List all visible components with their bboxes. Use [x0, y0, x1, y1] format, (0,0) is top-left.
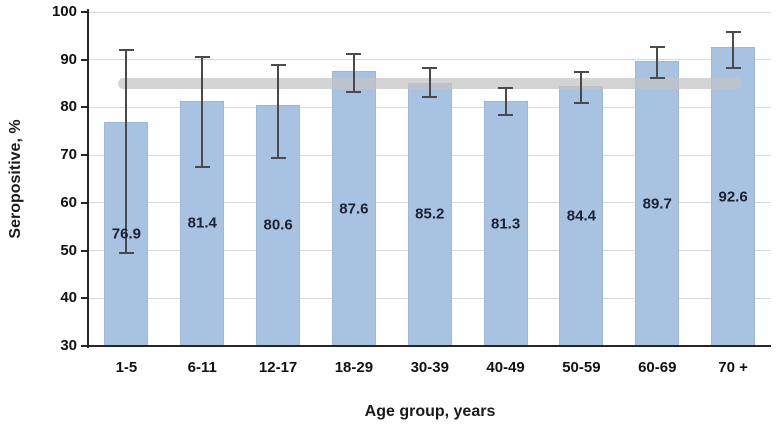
bar-value-label: 85.2 — [415, 205, 445, 223]
y-axis-title: Seropositive, % — [7, 119, 24, 239]
x-tick-label: 6-11 — [187, 359, 217, 376]
error-bar-line — [352, 53, 355, 93]
y-tick-label: 90 — [60, 50, 77, 68]
error-bar-line — [125, 50, 128, 253]
x-tick-label: 1-5 — [115, 359, 138, 376]
bar — [407, 82, 452, 346]
y-tick — [81, 201, 88, 204]
error-bar-cap-bottom — [118, 251, 134, 254]
y-tick-label: 40 — [60, 289, 77, 307]
y-tick-label: 100 — [51, 3, 77, 20]
bar — [483, 101, 528, 346]
bar-value-label: 81.3 — [490, 215, 521, 233]
error-bar-cap-bottom — [725, 67, 741, 70]
bar-value-label: 80.6 — [263, 216, 293, 234]
error-bar-cap-top — [422, 67, 438, 70]
bar-value-label: 76.9 — [111, 225, 142, 243]
bar — [256, 104, 301, 346]
error-bar-cap-top — [649, 45, 665, 48]
y-tick — [81, 11, 88, 13]
bar — [331, 71, 376, 346]
bar-value-label: 81.4 — [187, 214, 217, 232]
x-tick-label: 12-17 — [258, 359, 298, 376]
error-bar-cap-bottom — [498, 114, 514, 117]
y-axis-line — [86, 9, 89, 348]
x-tick-label: 50-59 — [562, 359, 601, 376]
bar-value-label: 84.4 — [566, 207, 597, 225]
gridline — [88, 59, 771, 61]
gridline — [88, 11, 771, 13]
error-bar-cap-bottom — [649, 76, 665, 79]
bar-value-label: 92.6 — [718, 188, 748, 206]
error-bar-cap-top — [118, 49, 134, 52]
bar-value-label: 87.6 — [339, 200, 369, 218]
error-bar-line — [656, 46, 659, 78]
error-bar-cap-bottom — [194, 166, 210, 169]
error-bar-cap-top — [498, 86, 514, 89]
error-bar-line — [732, 32, 735, 69]
error-bar-cap-top — [725, 31, 741, 34]
error-bar-line — [428, 68, 431, 98]
y-tick — [81, 345, 88, 347]
bar — [559, 86, 604, 346]
x-tick-label: 70 + — [718, 359, 748, 376]
error-bar-cap-bottom — [422, 96, 438, 99]
bar — [711, 47, 756, 346]
x-axis-line — [86, 345, 771, 347]
y-tick — [81, 106, 88, 109]
error-bar-line — [277, 65, 280, 159]
y-tick — [81, 297, 88, 300]
x-tick-label: 40-49 — [486, 359, 525, 376]
error-bar-cap-bottom — [346, 91, 362, 94]
x-tick-label: 60-69 — [638, 359, 677, 376]
error-bar-line — [201, 57, 204, 168]
error-bar-cap-top — [270, 64, 286, 67]
y-tick-label: 50 — [60, 241, 77, 259]
y-tick-label: 80 — [60, 98, 77, 116]
error-bar-cap-bottom — [573, 101, 589, 104]
x-tick-label: 18-29 — [334, 359, 374, 376]
y-tick-label: 30 — [60, 337, 77, 354]
error-bar-line — [580, 71, 583, 103]
error-bar-cap-top — [573, 70, 589, 73]
x-axis-title: Age group, years — [364, 403, 496, 420]
x-tick-label: 30-39 — [410, 359, 449, 376]
y-tick — [81, 58, 88, 61]
error-bar-cap-top — [346, 52, 362, 55]
y-tick-label: 60 — [60, 193, 77, 211]
y-tick — [81, 249, 88, 252]
bar-value-label: 89.7 — [642, 195, 672, 213]
error-bar-cap-bottom — [270, 157, 286, 160]
y-tick — [81, 154, 88, 157]
error-bar-line — [504, 87, 507, 116]
y-tick-label: 70 — [60, 146, 77, 164]
error-bar-cap-top — [194, 56, 210, 59]
